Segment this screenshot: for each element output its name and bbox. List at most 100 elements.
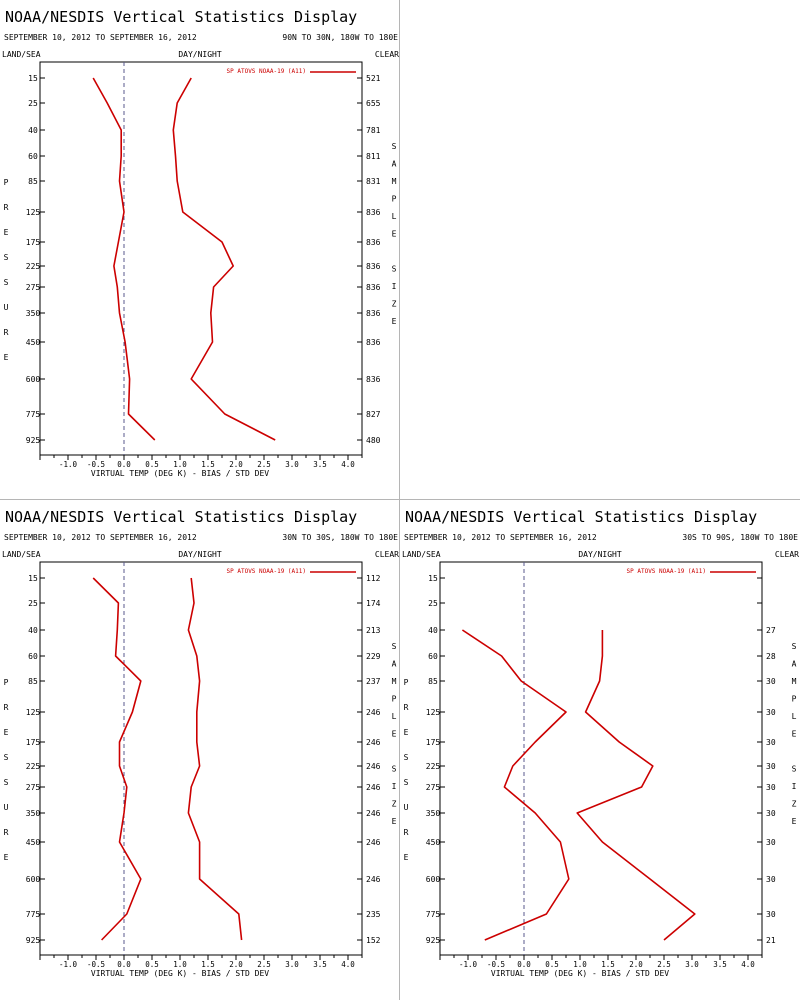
date-range: SEPTEMBER 10, 2012 TO SEPTEMBER 16, 2012	[4, 33, 197, 42]
clear-header: CLEAR	[775, 550, 799, 559]
chart-title: NOAA/NESDIS Vertical Statistics Display	[5, 8, 357, 26]
sample-size-label: 655	[366, 99, 381, 108]
x-tick-label: 3.5	[313, 460, 327, 469]
x-tick-label: 3.0	[285, 960, 299, 969]
series-line-std-dev	[172, 77, 276, 441]
sample-size-label: 235	[366, 910, 381, 919]
y-axis-letter: E	[4, 728, 9, 737]
sample-size-label: 246	[366, 783, 381, 792]
sample-size-label: 831	[366, 177, 381, 186]
sample-size-label: 781	[366, 126, 381, 135]
sample-size-label: 30	[766, 875, 776, 884]
x-tick-label: 3.5	[713, 960, 727, 969]
x-tick-label: 0.5	[145, 960, 159, 969]
pressure-level-label: 275	[26, 283, 41, 292]
date-range: SEPTEMBER 10, 2012 TO SEPTEMBER 16, 2012	[4, 533, 197, 542]
x-tick-label: -0.5	[87, 960, 105, 969]
pressure-level-label: 25	[28, 99, 38, 108]
y-axis-letter: E	[404, 853, 409, 862]
x-tick-label: 0.5	[545, 960, 559, 969]
y-axis-letter: R	[4, 203, 9, 212]
land-sea-header: LAND/SEA	[2, 50, 41, 59]
y-axis-letter: S	[404, 778, 409, 787]
sample-size-label: 836	[366, 283, 381, 292]
pressure-level-label: 450	[26, 338, 41, 347]
sample-size-label: 112	[366, 574, 381, 583]
x-tick-label: 1.0	[173, 960, 187, 969]
sample-size-label: 30	[766, 762, 776, 771]
pressure-level-label: 175	[26, 738, 41, 747]
x-tick-label: -1.0	[59, 460, 78, 469]
sample-size-label: 30	[766, 838, 776, 847]
panel-divider-vertical	[399, 0, 400, 1000]
x-tick-label: 1.5	[201, 960, 215, 969]
plot-frame	[39, 561, 363, 956]
sample-size-label: 28	[766, 652, 776, 661]
sample-size-axis-letter: E	[792, 730, 797, 739]
sample-size-axis-letter: M	[392, 677, 397, 686]
sample-size-axis-letter: L	[792, 712, 797, 721]
y-axis-letter: R	[4, 703, 9, 712]
chart-title: NOAA/NESDIS Vertical Statistics Display	[5, 508, 357, 526]
pressure-level-label: 275	[26, 783, 41, 792]
panel-divider-horizontal	[0, 499, 800, 500]
pressure-level-label: 60	[28, 652, 38, 661]
sample-size-axis-letter: Z	[792, 800, 797, 809]
sample-size-axis-letter: P	[392, 695, 397, 704]
sample-size-label: 30	[766, 738, 776, 747]
sample-size-axis-letter: A	[792, 660, 797, 669]
y-axis-letter: S	[4, 278, 9, 287]
chart-panel-1: NOAA/NESDIS Vertical Statistics Display S…	[2, 8, 399, 478]
pressure-level-label: 60	[428, 652, 438, 661]
region-label: 30S TO 90S, 180W TO 180E	[682, 533, 798, 542]
x-tick-label: 0.0	[117, 960, 131, 969]
y-axis-letter: U	[4, 803, 9, 812]
day-night-header: DAY/NIGHT	[178, 50, 222, 59]
sample-size-axis-letter: I	[392, 282, 397, 291]
land-sea-header: LAND/SEA	[402, 550, 441, 559]
sample-size-axis-letter: S	[392, 642, 397, 651]
pressure-level-label: 15	[428, 574, 438, 583]
x-tick-label: 3.0	[685, 960, 699, 969]
x-tick-label: 1.5	[601, 960, 615, 969]
pressure-level-label: 85	[28, 677, 38, 686]
pressure-level-label: 350	[26, 809, 41, 818]
pressure-level-label: 350	[426, 809, 441, 818]
sample-size-axis-letter: E	[792, 817, 797, 826]
pressure-level-label: 125	[26, 708, 41, 717]
pressure-level-label: 925	[26, 936, 41, 945]
sample-size-label: 480	[366, 436, 381, 445]
sample-size-label: 836	[366, 309, 381, 318]
series-line-bias	[461, 629, 570, 941]
sample-size-label: 246	[366, 708, 381, 717]
pressure-level-label: 40	[28, 126, 38, 135]
sample-size-axis-letter: S	[392, 142, 397, 151]
sample-size-label: 246	[366, 809, 381, 818]
x-axis-label: VIRTUAL TEMP (DEG K) - BIAS / STD DEV	[491, 969, 669, 978]
sample-size-label: 521	[366, 74, 381, 83]
sample-size-label: 811	[366, 152, 381, 161]
pressure-level-label: 600	[26, 375, 41, 384]
sample-size-axis-letter: L	[392, 212, 397, 221]
y-axis-letter: R	[404, 828, 409, 837]
x-tick-label: 3.0	[285, 460, 299, 469]
pressure-level-label: 925	[26, 436, 41, 445]
sample-size-label: 246	[366, 762, 381, 771]
sample-size-axis-letter: E	[392, 230, 397, 239]
x-tick-label: 1.0	[173, 460, 187, 469]
y-axis-letter: S	[404, 753, 409, 762]
x-tick-label: 2.5	[657, 960, 671, 969]
sample-size-label: 21	[766, 936, 776, 945]
pressure-level-label: 775	[426, 910, 441, 919]
sample-size-axis-letter: Z	[392, 800, 397, 809]
y-axis-letter: E	[4, 228, 9, 237]
y-axis-letter: E	[4, 853, 9, 862]
pressure-level-label: 775	[26, 410, 41, 419]
sample-size-axis-letter: S	[792, 765, 797, 774]
sample-size-axis-letter: L	[392, 712, 397, 721]
pressure-level-label: 125	[26, 208, 41, 217]
y-axis-letter: E	[4, 353, 9, 362]
sample-size-label: 836	[366, 375, 381, 384]
x-tick-label: 4.0	[341, 460, 355, 469]
